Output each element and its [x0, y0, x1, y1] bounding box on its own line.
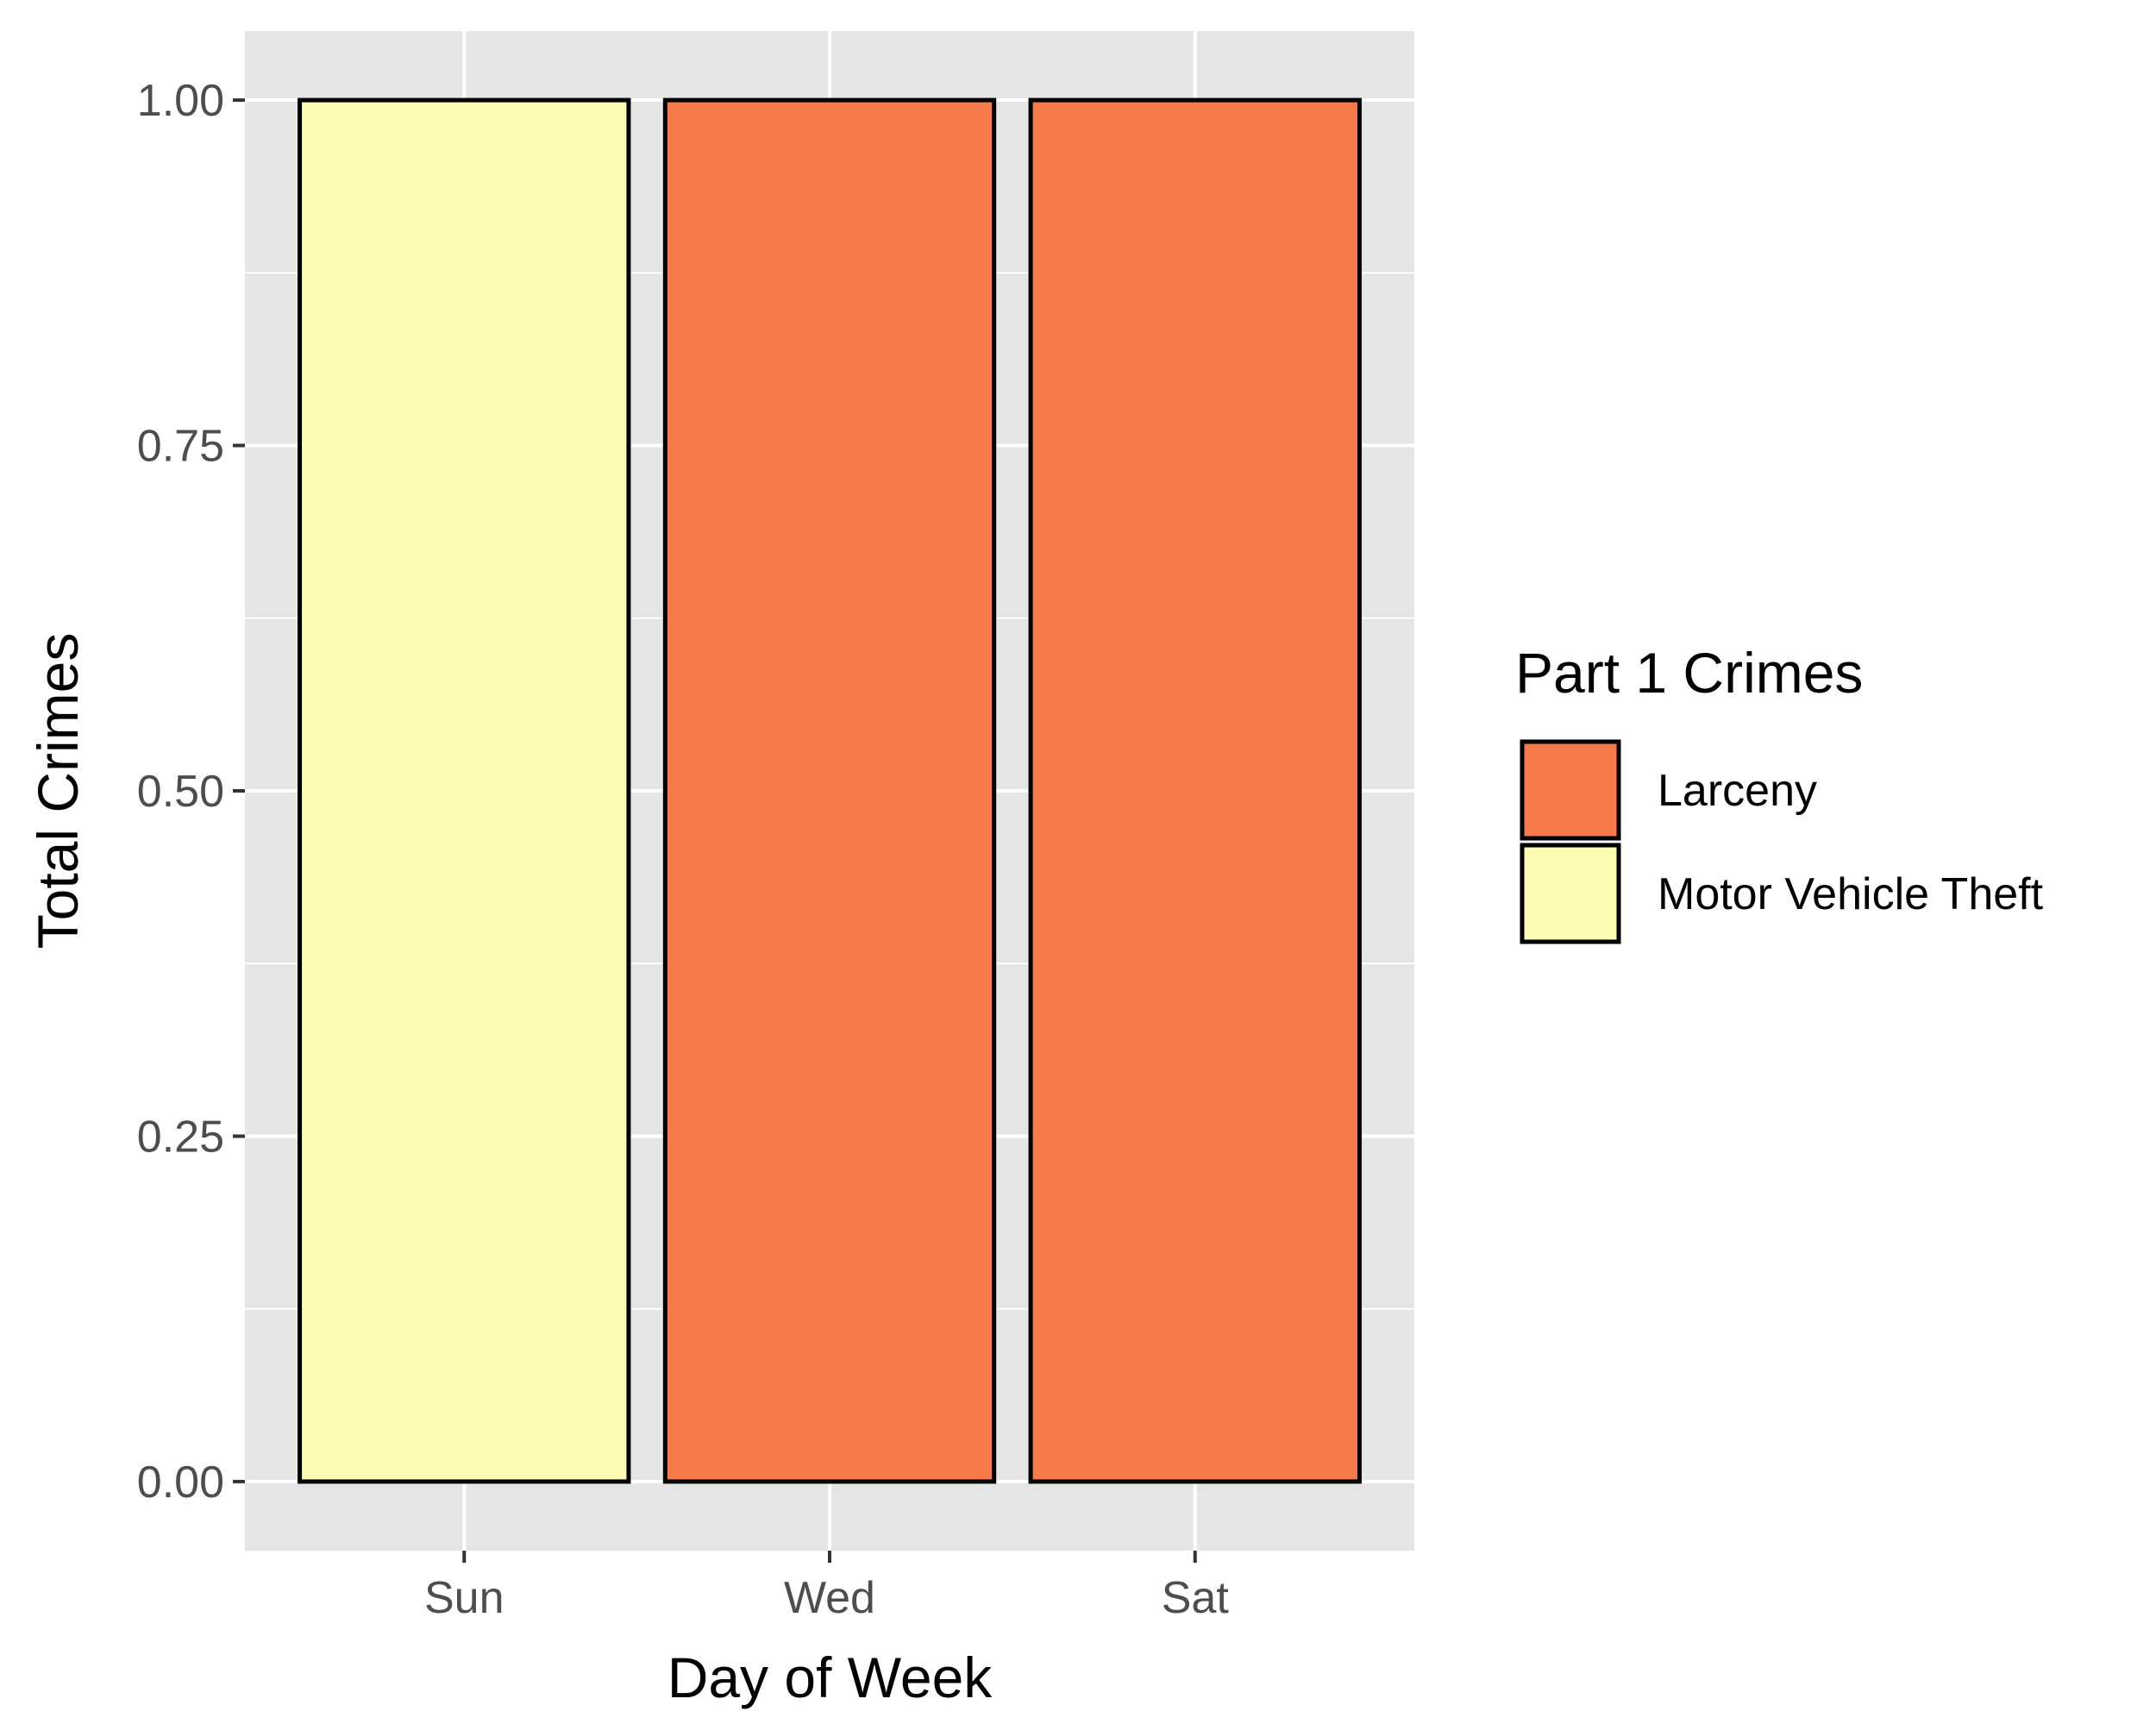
y-tick-label: 0.50 [137, 767, 224, 817]
legend-entries: Larceny Motor Vehicle Theft [1520, 739, 2044, 944]
y-tick-label: 0.25 [137, 1112, 224, 1162]
x-tick-label: Sun [424, 1573, 505, 1623]
x-axis-title: Day of Week [667, 1646, 993, 1709]
x-tick-label: Sat [1162, 1573, 1230, 1623]
legend-key [1520, 843, 1621, 944]
legend-key [1520, 739, 1621, 841]
legend-label: Motor Vehicle Theft [1658, 869, 2044, 919]
x-axis: Sun Wed Sat [424, 1551, 1229, 1623]
legend: Part 1 Crimes Larceny Motor Vehicle Theft [1515, 641, 2044, 944]
y-axis-title: Total Crimes [26, 633, 90, 950]
legend-title: Part 1 Crimes [1515, 641, 1863, 705]
y-axis: 0.00 0.25 0.50 0.75 1.00 [137, 76, 245, 1508]
y-tick-label: 1.00 [137, 76, 224, 126]
x-tick-label: Wed [784, 1573, 875, 1623]
y-tick-label: 0.00 [137, 1458, 224, 1508]
bars [298, 97, 1362, 1484]
y-tick-label: 0.75 [137, 422, 224, 472]
bar-sat [1028, 97, 1362, 1484]
bar-wed [662, 97, 997, 1484]
bar-sun [298, 97, 631, 1484]
legend-label: Larceny [1658, 766, 1817, 816]
